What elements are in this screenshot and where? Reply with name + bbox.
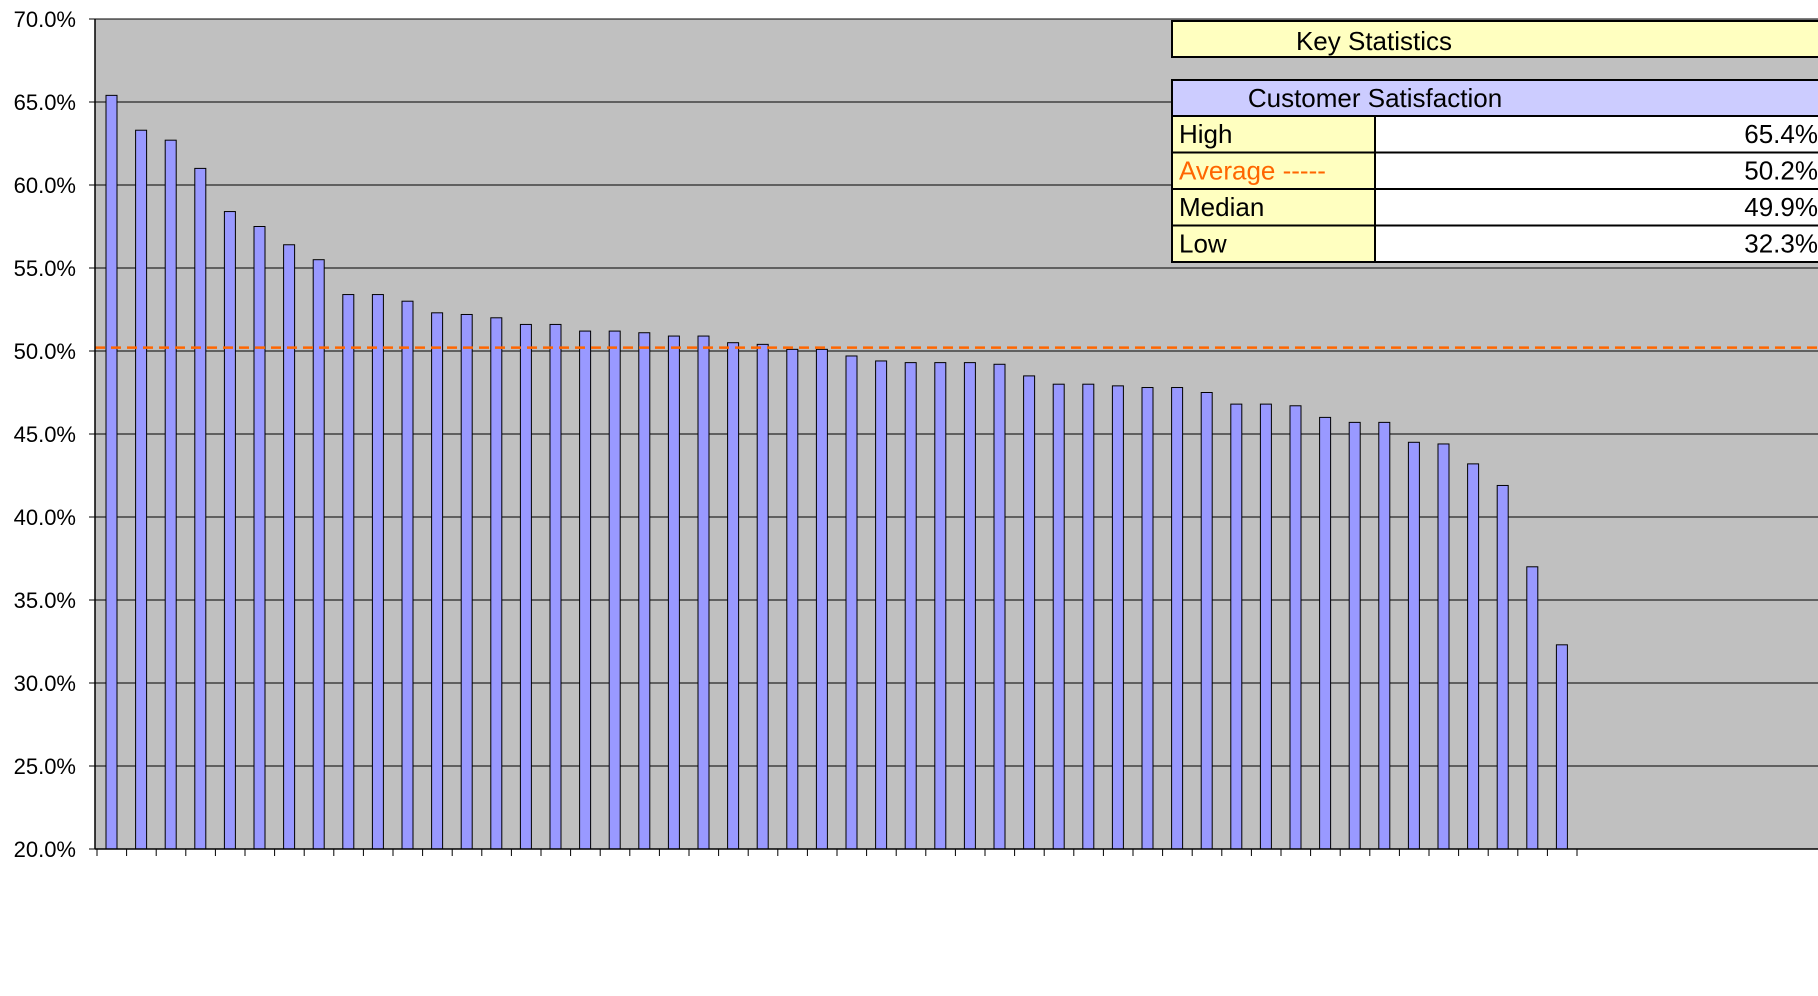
bar (1289, 405, 1302, 850)
bar (904, 362, 917, 850)
bar (371, 294, 384, 850)
bar (1526, 566, 1539, 850)
stats-header-box (1171, 79, 1818, 117)
bar (490, 317, 503, 850)
bar (875, 360, 888, 850)
y-tick-label: 35.0% (14, 588, 76, 613)
bar (1141, 387, 1154, 850)
bar (1052, 383, 1065, 850)
bar (1467, 463, 1480, 850)
stats-row-label: Median (1179, 192, 1264, 222)
y-tick-label: 55.0% (14, 256, 76, 281)
bar (1023, 375, 1036, 850)
bar (1082, 383, 1095, 850)
stats-title: Key Statistics (1296, 26, 1452, 56)
stats-label-cell (1171, 151, 1376, 190)
bar (1111, 385, 1124, 850)
bar (697, 335, 710, 850)
bar (579, 330, 592, 850)
stats-title-box (1171, 20, 1818, 58)
bar (993, 363, 1006, 850)
stats-value-cell (1374, 224, 1818, 263)
bar (135, 129, 148, 850)
bar (667, 335, 680, 850)
y-tick-label: 65.0% (14, 90, 76, 115)
bar (431, 312, 444, 850)
stats-section-header: Customer Satisfaction (1248, 83, 1502, 113)
bar (460, 313, 473, 850)
bar (1171, 387, 1184, 850)
bar (223, 211, 236, 850)
y-tick-label: 60.0% (14, 173, 76, 198)
bar (934, 362, 947, 850)
stats-label-cell (1171, 224, 1376, 263)
bar (786, 348, 799, 850)
bar (342, 294, 355, 850)
bar (1437, 443, 1450, 850)
bar (519, 323, 532, 850)
bar (845, 355, 858, 850)
y-tick-label: 25.0% (14, 754, 76, 779)
bar (1348, 421, 1361, 850)
stats-value-cell (1374, 188, 1818, 227)
bar (1407, 441, 1420, 850)
stats-row-value: 50.2% (1744, 156, 1818, 186)
stats-value-cell (1374, 115, 1818, 154)
y-tick-label: 70.0% (14, 7, 76, 32)
bar (401, 300, 414, 850)
bar (1378, 421, 1391, 850)
bar (194, 167, 207, 850)
bar (1496, 484, 1509, 850)
y-tick-label: 50.0% (14, 339, 76, 364)
stats-row-label: Low (1179, 229, 1227, 259)
bar (727, 342, 740, 850)
stats-row-value: 32.3% (1744, 229, 1818, 259)
bar (1555, 644, 1568, 850)
bar (253, 226, 266, 850)
bar (1230, 403, 1243, 850)
bar (815, 348, 828, 850)
y-tick-label: 20.0% (14, 837, 76, 862)
bar (164, 139, 177, 850)
stats-row-label: Average ----- (1179, 156, 1326, 186)
stats-label-cell (1171, 115, 1376, 154)
bar (756, 343, 769, 850)
bar (1200, 392, 1213, 850)
bar (283, 244, 296, 850)
bar (1259, 403, 1272, 850)
bar (549, 323, 562, 850)
stats-row-value: 49.9% (1744, 192, 1818, 222)
stats-row-value: 65.4% (1744, 119, 1818, 149)
y-tick-label: 45.0% (14, 422, 76, 447)
bar (1319, 416, 1332, 850)
bar (963, 362, 976, 850)
bar (608, 330, 621, 850)
y-tick-label: 30.0% (14, 671, 76, 696)
bar (638, 332, 651, 850)
stats-row-label: High (1179, 119, 1232, 149)
bar (105, 94, 118, 850)
y-tick-label: 40.0% (14, 505, 76, 530)
